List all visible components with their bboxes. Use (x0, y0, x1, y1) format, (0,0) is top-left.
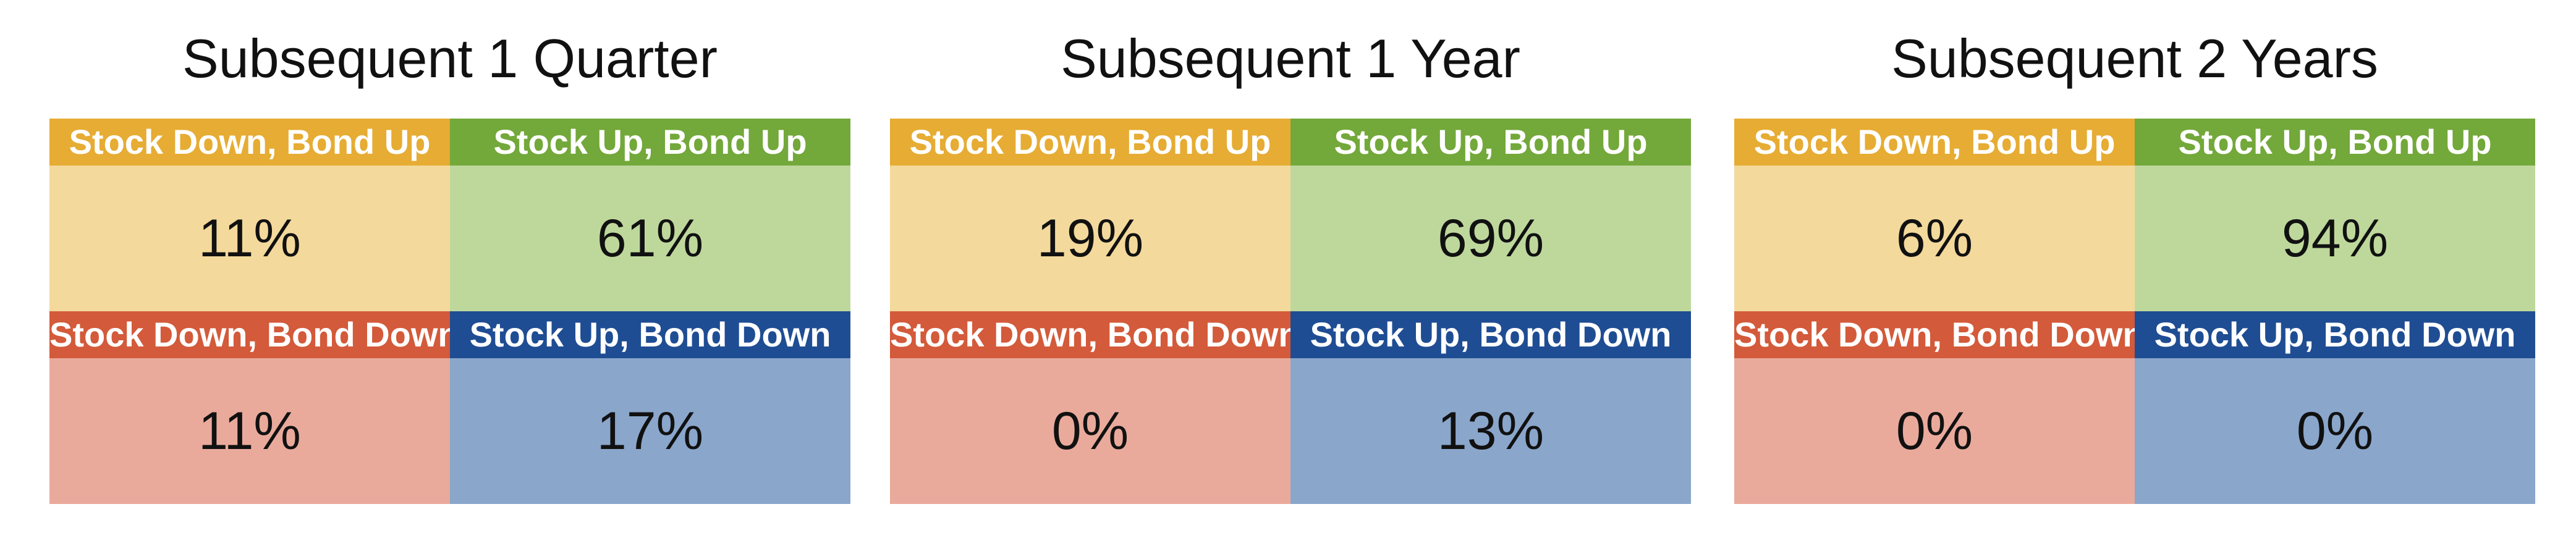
quadrant-value: 11% (198, 209, 301, 268)
quadrant-label: Stock Down, Bond Up (49, 119, 450, 166)
panel-title: Subsequent 1 Quarter (182, 28, 718, 89)
panel-subsequent-1-year: Subsequent 1 Year Stock Down, Bond Up 19%… (890, 0, 1691, 554)
quadrant-fill: 0% (2135, 358, 2535, 504)
quadrant-value: 61% (596, 209, 704, 268)
panel-title: Subsequent 1 Year (1061, 28, 1520, 89)
quadrant-label: Stock Down, Bond Down (890, 311, 1290, 358)
quadrant-fill: 19% (890, 166, 1290, 311)
quadrant-label: Stock Up, Bond Down (450, 311, 850, 358)
quadrant-value: 0% (1896, 401, 1973, 461)
quadrant-stock-down-bond-up: Stock Down, Bond Up 11% (49, 119, 450, 311)
quadrant-label: Stock Up, Bond Down (1290, 311, 1691, 358)
quadrant-value: 6% (1896, 209, 1973, 268)
quadrant-label: Stock Down, Bond Up (890, 119, 1290, 166)
panel-title: Subsequent 2 Years (1891, 28, 2378, 89)
quadrant-fill: 69% (1290, 166, 1691, 311)
quadrant-stock-up-bond-down: Stock Up, Bond Down 0% (2135, 311, 2535, 504)
quadrant-value: 94% (2281, 209, 2389, 268)
quadrant-grid: Stock Down, Bond Up 19% Stock Up, Bond Up 6… (890, 119, 1691, 504)
quadrant-fill: 11% (49, 166, 450, 311)
quadrant-fill: 11% (49, 358, 450, 504)
quadrant-stock-up-bond-down: Stock Up, Bond Down 13% (1290, 311, 1691, 504)
quadrant-stock-down-bond-down: Stock Down, Bond Down 11% (49, 311, 450, 504)
panel-subsequent-1-quarter: Subsequent 1 Quarter Stock Down, Bond Up… (49, 0, 850, 554)
quadrant-value: 0% (2296, 401, 2374, 461)
quadrant-fill: 13% (1290, 358, 1691, 504)
quadrant-stock-up-bond-up: Stock Up, Bond Up 94% (2135, 119, 2535, 311)
quadrant-fill: 0% (1734, 358, 2135, 504)
panel-subsequent-2-years: Subsequent 2 Years Stock Down, Bond Up 6%… (1734, 0, 2535, 554)
quadrant-value: 17% (596, 401, 704, 461)
quadrant-label: Stock Down, Bond Up (1734, 119, 2135, 166)
quadrant-stock-up-bond-down: Stock Up, Bond Down 17% (450, 311, 850, 504)
quadrant-stock-down-bond-down: Stock Down, Bond Down 0% (890, 311, 1290, 504)
quadrant-stock-down-bond-up: Stock Down, Bond Up 6% (1734, 119, 2135, 311)
quadrant-fill: 94% (2135, 166, 2535, 311)
quadrant-fill: 6% (1734, 166, 2135, 311)
quadrant-label: Stock Down, Bond Down (49, 311, 450, 358)
quadrant-label: Stock Up, Bond Up (2135, 119, 2535, 166)
quadrant-value: 69% (1437, 209, 1544, 268)
quadrant-fill: 61% (450, 166, 850, 311)
quadrant-stock-up-bond-up: Stock Up, Bond Up 69% (1290, 119, 1691, 311)
quadrant-value: 13% (1437, 401, 1544, 461)
quadrant-grid: Stock Down, Bond Up 11% Stock Up, Bond Up 6… (49, 119, 850, 504)
quadrant-stock-down-bond-up: Stock Down, Bond Up 19% (890, 119, 1290, 311)
quadrant-label: Stock Up, Bond Up (1290, 119, 1691, 166)
quadrant-value: 11% (198, 401, 301, 461)
quadrant-stock-down-bond-down: Stock Down, Bond Down 0% (1734, 311, 2135, 504)
quadrant-fill: 0% (890, 358, 1290, 504)
quadrant-label: Stock Up, Bond Up (450, 119, 850, 166)
quadrant-label: Stock Up, Bond Down (2135, 311, 2535, 358)
quadrant-value: 0% (1051, 401, 1129, 461)
quadrant-grid: Stock Down, Bond Up 6% Stock Up, Bond Up 94… (1734, 119, 2535, 504)
quadrant-value: 19% (1036, 209, 1144, 268)
quadrant-fill: 17% (450, 358, 850, 504)
quadrant-label: Stock Down, Bond Down (1734, 311, 2135, 358)
quadrant-stock-up-bond-up: Stock Up, Bond Up 61% (450, 119, 850, 311)
